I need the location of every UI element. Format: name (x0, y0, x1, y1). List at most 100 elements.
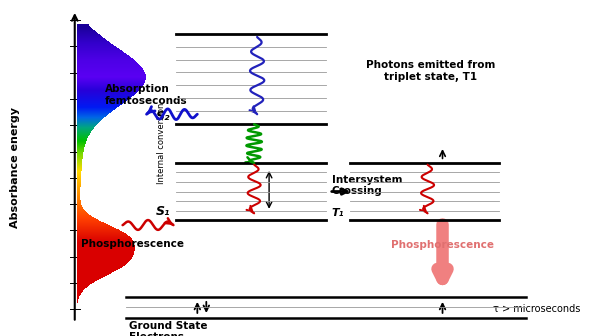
Bar (77, 267, 121, 268)
Bar (77, 167, 82, 168)
Bar (77, 56, 130, 57)
Bar (77, 104, 121, 105)
Bar (77, 103, 123, 104)
Bar (77, 53, 126, 54)
Bar (77, 58, 133, 59)
Bar (77, 190, 80, 191)
Bar (77, 69, 144, 70)
Bar (77, 270, 116, 271)
Bar (77, 144, 85, 145)
Bar (77, 140, 87, 141)
Bar (77, 179, 81, 180)
Bar (77, 71, 145, 72)
Bar (77, 36, 100, 37)
Bar (77, 34, 99, 35)
Bar (77, 282, 93, 283)
Bar (77, 80, 145, 81)
Bar (77, 97, 131, 98)
Bar (77, 153, 83, 154)
Bar (77, 302, 78, 303)
Bar (77, 94, 135, 95)
Bar (77, 92, 137, 93)
Bar (77, 177, 81, 178)
Bar (77, 296, 80, 297)
Bar (77, 62, 138, 64)
Bar (77, 164, 82, 165)
Bar (77, 64, 138, 65)
Bar (77, 255, 133, 256)
Bar (77, 174, 81, 175)
Bar (77, 298, 79, 299)
Bar (77, 78, 146, 79)
Bar (77, 54, 127, 55)
Text: Absorbance energy: Absorbance energy (10, 108, 20, 228)
Bar (77, 41, 109, 42)
Bar (77, 192, 80, 193)
Bar (77, 118, 103, 119)
Bar (77, 182, 81, 183)
Bar (77, 180, 81, 181)
Bar (77, 281, 95, 282)
Bar (77, 295, 80, 296)
Bar (77, 248, 135, 249)
Text: S₁: S₁ (156, 205, 170, 218)
Bar (77, 238, 132, 239)
Bar (77, 292, 82, 293)
Bar (77, 90, 139, 91)
Text: Phosphorescence: Phosphorescence (391, 240, 494, 250)
Bar (77, 261, 129, 262)
Bar (77, 150, 84, 151)
Bar (77, 28, 92, 29)
Bar (77, 188, 81, 189)
Bar (77, 242, 134, 243)
Bar (77, 200, 81, 201)
Bar (77, 117, 105, 118)
Bar (77, 269, 118, 270)
Text: S₂: S₂ (156, 110, 170, 123)
Bar (77, 134, 90, 135)
Bar (77, 236, 130, 237)
Bar (77, 159, 83, 160)
Bar (77, 83, 144, 84)
Bar (77, 256, 133, 257)
Bar (77, 227, 114, 228)
Bar (77, 133, 90, 134)
Bar (77, 218, 96, 219)
Bar (77, 77, 146, 78)
Bar (77, 70, 144, 71)
Bar (77, 257, 132, 258)
Bar (77, 249, 135, 250)
Bar (77, 112, 111, 113)
Bar (77, 221, 102, 222)
Bar (77, 224, 108, 225)
Bar (77, 85, 143, 86)
Text: Absorption
femtoseconds: Absorption femtoseconds (105, 84, 187, 106)
Bar (77, 197, 80, 198)
Bar (77, 170, 81, 171)
Bar (77, 245, 135, 246)
Bar (77, 67, 141, 68)
Bar (77, 50, 121, 51)
Bar (77, 223, 106, 224)
Bar (77, 250, 135, 251)
Bar (77, 149, 84, 150)
Bar (77, 184, 81, 185)
Bar (77, 176, 81, 177)
Bar (77, 125, 96, 126)
Bar (77, 123, 98, 124)
Text: Ground State
Electrons: Ground State Electrons (129, 321, 207, 336)
Bar (77, 136, 89, 137)
Bar (77, 100, 127, 101)
Bar (77, 232, 124, 233)
Bar (77, 272, 112, 273)
Bar (77, 195, 80, 196)
Bar (77, 222, 103, 223)
Bar (77, 93, 136, 94)
Bar (77, 89, 140, 90)
Bar (77, 59, 134, 60)
Bar (77, 114, 108, 115)
Bar (77, 178, 81, 179)
Bar (77, 247, 135, 248)
Bar (77, 258, 132, 259)
Bar (77, 160, 83, 161)
